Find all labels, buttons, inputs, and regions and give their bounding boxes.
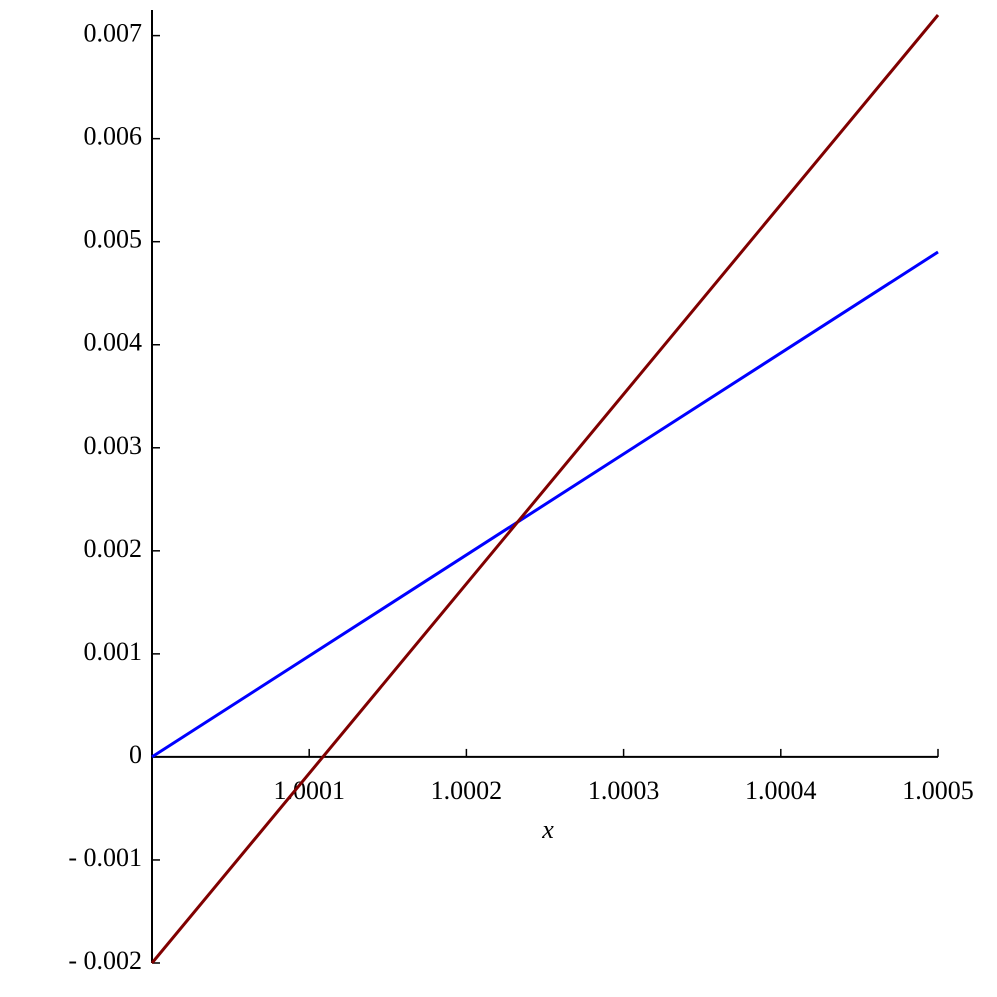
y-tick-label: - 0.001: [68, 843, 142, 872]
y-tick-label: 0.007: [84, 19, 143, 48]
y-tick-label: 0.001: [84, 637, 143, 666]
x-axis-label: x: [541, 815, 554, 844]
x-tick-label: 1.0005: [902, 776, 974, 805]
x-tick-label: 1.0002: [431, 776, 503, 805]
x-tick-label: 1.0004: [745, 776, 817, 805]
y-tick-label: 0.006: [84, 122, 143, 151]
series-line: [151, 250, 939, 759]
y-tick-label: 0: [129, 740, 142, 769]
y-tick-label: 0.003: [84, 431, 143, 460]
y-tick-label: - 0.002: [68, 946, 142, 975]
y-tick-label: 0.005: [84, 225, 143, 254]
y-tick-label: 0.004: [84, 328, 143, 357]
x-tick-label: 1.0001: [273, 776, 345, 805]
y-tick-label: 0.002: [84, 534, 143, 563]
series-line: [150, 14, 940, 964]
x-tick-label: 1.0003: [588, 776, 660, 805]
